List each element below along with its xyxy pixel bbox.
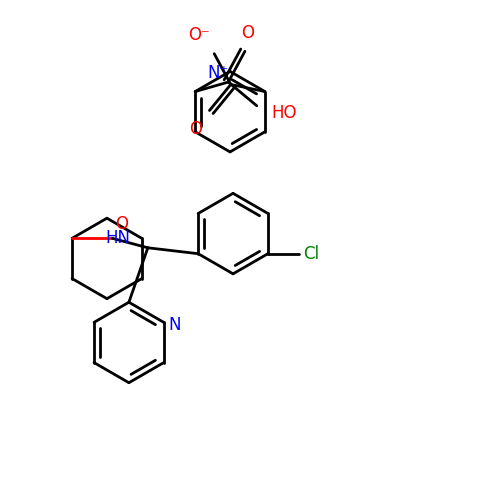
Text: Cl: Cl <box>303 245 319 262</box>
Text: O: O <box>241 24 254 42</box>
Text: N⁺: N⁺ <box>207 64 228 82</box>
Text: N: N <box>169 316 181 334</box>
Text: HN: HN <box>105 229 130 247</box>
Text: O: O <box>189 120 203 138</box>
Text: O⁻: O⁻ <box>188 26 209 44</box>
Text: O: O <box>114 215 128 233</box>
Text: HO: HO <box>271 104 297 122</box>
